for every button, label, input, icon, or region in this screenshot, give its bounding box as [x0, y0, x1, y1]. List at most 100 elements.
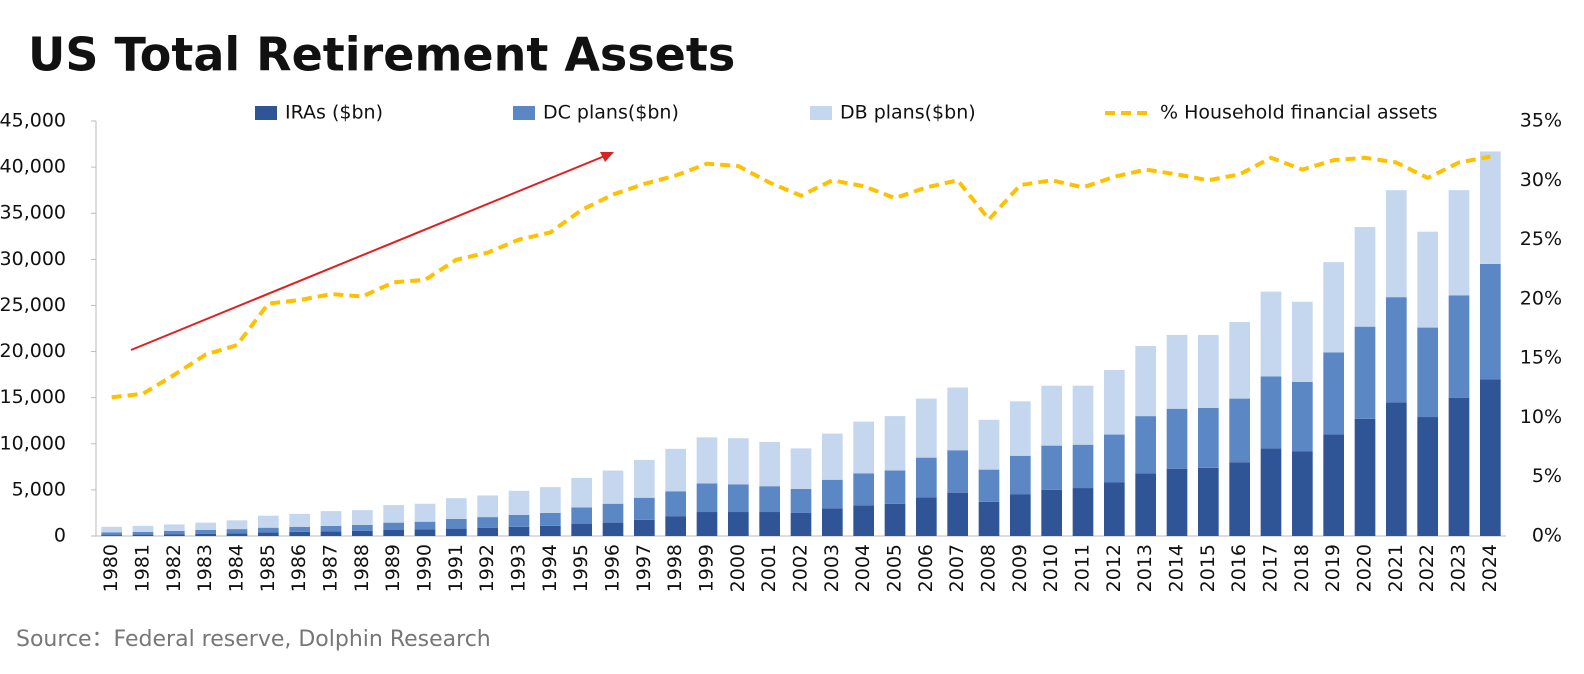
bar — [1197, 467, 1219, 536]
bar — [1479, 379, 1501, 536]
bar — [1072, 385, 1094, 445]
source: Source：Federal reserve, Dolphin Research — [16, 627, 491, 652]
bar — [163, 530, 185, 535]
bar — [320, 525, 342, 532]
y2-tick-label: 20% — [1520, 287, 1562, 309]
bar — [884, 416, 906, 471]
y2-tick-label: 35% — [1520, 110, 1562, 132]
bar — [351, 524, 373, 531]
y-tick-label: 25,000 — [0, 294, 66, 316]
bar — [1385, 297, 1407, 403]
bar — [1041, 489, 1063, 536]
x-tick-label: 1982 — [163, 544, 185, 592]
x-tick-label: 2023 — [1448, 544, 1470, 592]
x-tick-label: 1998 — [664, 544, 686, 592]
bar — [1323, 434, 1345, 536]
bar — [1072, 488, 1094, 536]
bar — [1385, 190, 1407, 298]
x-tick-label: 1984 — [226, 544, 248, 592]
bar — [727, 438, 749, 485]
bar — [383, 505, 405, 523]
bar — [195, 530, 217, 534]
bar — [163, 524, 185, 531]
bar — [477, 495, 499, 518]
x-tick-label: 2006 — [915, 544, 937, 592]
bar — [571, 507, 593, 525]
x-tick-label: 2024 — [1479, 544, 1501, 592]
bar — [915, 457, 937, 498]
bar — [1260, 448, 1282, 536]
bar — [1135, 473, 1157, 536]
x-tick-label: 1987 — [320, 544, 342, 592]
x-tick-label: 1997 — [633, 544, 655, 592]
bar — [226, 529, 248, 534]
x-tick-label: 2013 — [1134, 544, 1156, 592]
bar — [602, 470, 624, 504]
x-tick-label: 1991 — [445, 544, 467, 592]
bar — [477, 527, 499, 536]
y-tick-label: 5,000 — [12, 478, 66, 500]
bar — [289, 531, 311, 536]
bar — [1135, 346, 1157, 417]
x-tick-label: 1996 — [602, 544, 624, 592]
bar — [1197, 407, 1219, 468]
y-tick-label: 20,000 — [0, 340, 66, 362]
y-tick-label: 15,000 — [0, 386, 66, 408]
bar — [445, 528, 467, 536]
y-tick-label: 40,000 — [0, 156, 66, 178]
bar — [1385, 402, 1407, 536]
bar — [633, 459, 655, 498]
bar — [821, 433, 843, 480]
bar — [1291, 451, 1313, 536]
y-tick-label: 35,000 — [0, 202, 66, 224]
bar — [289, 513, 311, 527]
bar — [1323, 262, 1345, 353]
x-tick-label: 2003 — [821, 544, 843, 592]
bar — [257, 527, 279, 533]
bar — [1448, 190, 1470, 296]
bar — [759, 512, 781, 536]
bar — [665, 491, 687, 517]
bar — [383, 522, 405, 531]
y2-tick-label: 5% — [1532, 465, 1562, 487]
x-tick-label: 2011 — [1072, 544, 1094, 592]
bar — [696, 483, 718, 513]
bar — [1135, 416, 1157, 474]
x-tick-label: 1989 — [382, 544, 404, 592]
y2-tick-label: 10% — [1520, 406, 1562, 428]
chart-title: US Total Retirement Assets — [28, 28, 735, 82]
bar — [1009, 494, 1031, 536]
bar — [1041, 385, 1063, 446]
bar — [1448, 397, 1470, 536]
x-tick-label: 2002 — [790, 544, 812, 592]
x-tick-label: 2019 — [1322, 544, 1344, 592]
bar — [571, 477, 593, 508]
bar — [1009, 455, 1031, 495]
x-tick-label: 1988 — [351, 544, 373, 592]
bar — [978, 469, 1000, 502]
bar — [1260, 291, 1282, 377]
bar — [853, 421, 875, 474]
bar — [1417, 231, 1439, 328]
x-tick-label: 1990 — [414, 544, 436, 592]
bar — [1354, 227, 1376, 327]
bar — [978, 501, 1000, 536]
bar — [633, 519, 655, 536]
bar — [195, 522, 217, 531]
bar — [477, 517, 499, 528]
x-tick-label: 2012 — [1103, 544, 1125, 592]
bar — [571, 524, 593, 536]
legend-label: DB plans($bn) — [840, 102, 976, 124]
bar — [947, 492, 969, 536]
bar — [884, 503, 906, 536]
bar — [884, 470, 906, 504]
bar — [1291, 301, 1313, 382]
bar — [163, 534, 185, 536]
bar — [727, 484, 749, 513]
x-tick-label: 2017 — [1260, 544, 1282, 592]
bar — [1448, 295, 1470, 398]
x-tick-label: 2022 — [1416, 544, 1438, 592]
x-tick-label: 1983 — [194, 544, 216, 592]
bar — [1229, 398, 1251, 463]
bar — [978, 419, 1000, 470]
